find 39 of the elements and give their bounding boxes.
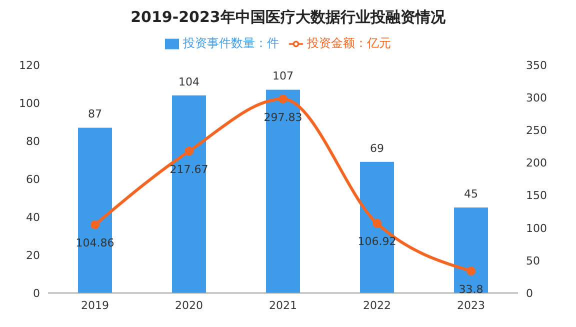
legend-label: 投资事件数量：件 [183,36,279,50]
x-tick-label: 2022 [363,298,391,312]
y2-tick-label: 150 [526,189,547,202]
point [466,266,476,276]
bar [454,208,488,293]
point [372,218,382,228]
y-tick-label: 0 [33,286,40,300]
chart-title: 2019-2023年中国医疗大数据行业投融资情况 [130,8,446,28]
legend-label: 投资金额：亿元 [307,36,391,50]
data-label: 69 [370,142,384,155]
data-label: 104 [178,75,200,88]
x-tick-label: 2023 [457,298,485,312]
x-tick-label: 2019 [81,298,109,312]
y2-tick-label: 100 [526,222,547,235]
point [278,94,288,104]
y2-tick-label: 0 [526,286,533,300]
data-label: 87 [88,108,102,121]
y2-tick-label: 350 [526,58,547,72]
bar [172,95,206,293]
point [184,146,194,156]
point [90,220,100,230]
data-label: 107 [272,70,294,83]
bar [360,162,394,293]
y-tick-label: 100 [19,96,40,110]
y2-tick-label: 50 [526,254,540,268]
y-tick-label: 20 [26,248,40,262]
x-tick-label: 2021 [269,298,297,312]
y-tick-label: 120 [19,58,40,72]
y2-tick-label: 300 [526,91,547,104]
y-tick-label: 60 [26,172,40,186]
y2-tick-label: 200 [526,156,547,170]
y2-tick-label: 250 [526,124,547,138]
y-tick-label: 40 [26,210,40,224]
bar [266,90,300,293]
data-label: 33.8 [458,282,484,296]
data-label: 45 [464,188,478,200]
y-tick-label: 80 [26,134,40,148]
bar [78,128,112,293]
x-tick-label: 2020 [175,298,203,312]
